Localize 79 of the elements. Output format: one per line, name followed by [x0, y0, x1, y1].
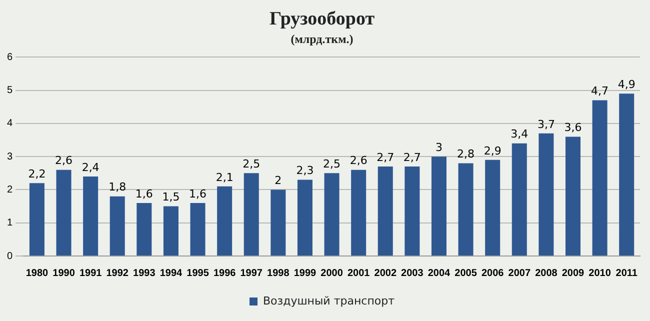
- data-label: 2,6: [55, 154, 73, 168]
- bar: [324, 173, 340, 256]
- bar: [136, 202, 152, 256]
- x-tick-label: 1990: [52, 268, 76, 279]
- x-tick-label: 2006: [481, 268, 504, 279]
- data-label: 3,7: [537, 118, 555, 131]
- x-tick-label: 2002: [374, 268, 397, 279]
- data-label: 3: [435, 140, 442, 154]
- bar: [244, 173, 259, 256]
- data-label: 2,8: [457, 148, 475, 161]
- bar: [297, 180, 312, 256]
- bar: [83, 176, 98, 256]
- bar: [538, 133, 554, 256]
- data-label: 1,8: [108, 180, 126, 194]
- x-tick-label: 2007: [508, 268, 531, 279]
- data-label: 3,6: [564, 121, 582, 134]
- x-tick-label: 2005: [454, 268, 478, 279]
- data-label: 4,9: [618, 78, 636, 92]
- data-label: 2,6: [350, 154, 368, 168]
- data-label: 2,4: [82, 160, 100, 174]
- bar: [190, 202, 206, 256]
- chart-title: Грузооборот: [269, 8, 376, 30]
- bar: [485, 160, 500, 256]
- bar: [431, 156, 446, 256]
- data-label: 1,6: [189, 187, 207, 200]
- data-label: 1,6: [135, 187, 153, 200]
- data-label: 2,5: [323, 158, 341, 171]
- x-tick-label: 2008: [535, 268, 558, 279]
- x-tick-label: 2011: [616, 268, 638, 279]
- data-label: 2: [274, 174, 282, 188]
- bar: [56, 170, 72, 256]
- x-tick-label: 2009: [562, 268, 585, 279]
- data-label: 2,1: [216, 170, 234, 184]
- data-label: 2,7: [376, 150, 394, 164]
- y-tick-label: 4: [7, 118, 13, 130]
- x-tick-label: 1980: [26, 268, 49, 279]
- x-tick-label: 1997: [240, 268, 263, 279]
- bar: [110, 196, 125, 256]
- y-tick-label: 0: [7, 250, 13, 262]
- legend-label: Воздушный транспорт: [262, 294, 396, 308]
- data-label: 4,7: [591, 84, 609, 98]
- chart-subtitle: (млрд.ткм.): [290, 32, 354, 46]
- y-tick-label: 3: [7, 151, 13, 162]
- bar: [458, 163, 474, 256]
- x-tick-label: 1995: [186, 268, 210, 279]
- bar: [404, 166, 420, 256]
- x-tick-label: 1996: [213, 268, 236, 279]
- x-tick-label: 2003: [401, 268, 424, 279]
- bar: [351, 170, 366, 256]
- y-tick-label: 1: [7, 218, 13, 229]
- bar: [163, 206, 178, 256]
- bar: [29, 183, 44, 256]
- data-label: 2,7: [403, 150, 421, 164]
- x-tick-label: 2004: [428, 268, 451, 279]
- bar: [512, 143, 527, 256]
- data-label: 2,2: [28, 167, 46, 180]
- x-tick-label: 2000: [320, 268, 344, 279]
- bar: [619, 94, 634, 256]
- y-tick-label: 5: [7, 85, 13, 96]
- data-label: 3,4: [510, 128, 528, 141]
- x-tick-label: 1999: [294, 268, 317, 279]
- data-label: 1,5: [162, 190, 180, 204]
- y-tick-label: 6: [7, 52, 13, 63]
- data-label: 2,9: [484, 144, 502, 158]
- x-tick-label: 2010: [588, 268, 612, 279]
- bar: [565, 136, 580, 256]
- x-tick-label: 1998: [267, 268, 290, 279]
- y-tick-label: 2: [7, 184, 13, 196]
- bar: [592, 100, 608, 256]
- bar: [270, 190, 286, 256]
- x-tick-label: 1994: [160, 268, 183, 279]
- x-tick-label: 1992: [106, 268, 129, 279]
- x-tick-label: 1993: [133, 268, 156, 279]
- bar: [378, 166, 393, 256]
- x-tick-label: 1991: [79, 268, 102, 279]
- x-tick-label: 2001: [347, 268, 370, 279]
- bar: [217, 186, 232, 256]
- data-label: 2,5: [242, 158, 260, 171]
- data-label: 2,3: [296, 164, 314, 178]
